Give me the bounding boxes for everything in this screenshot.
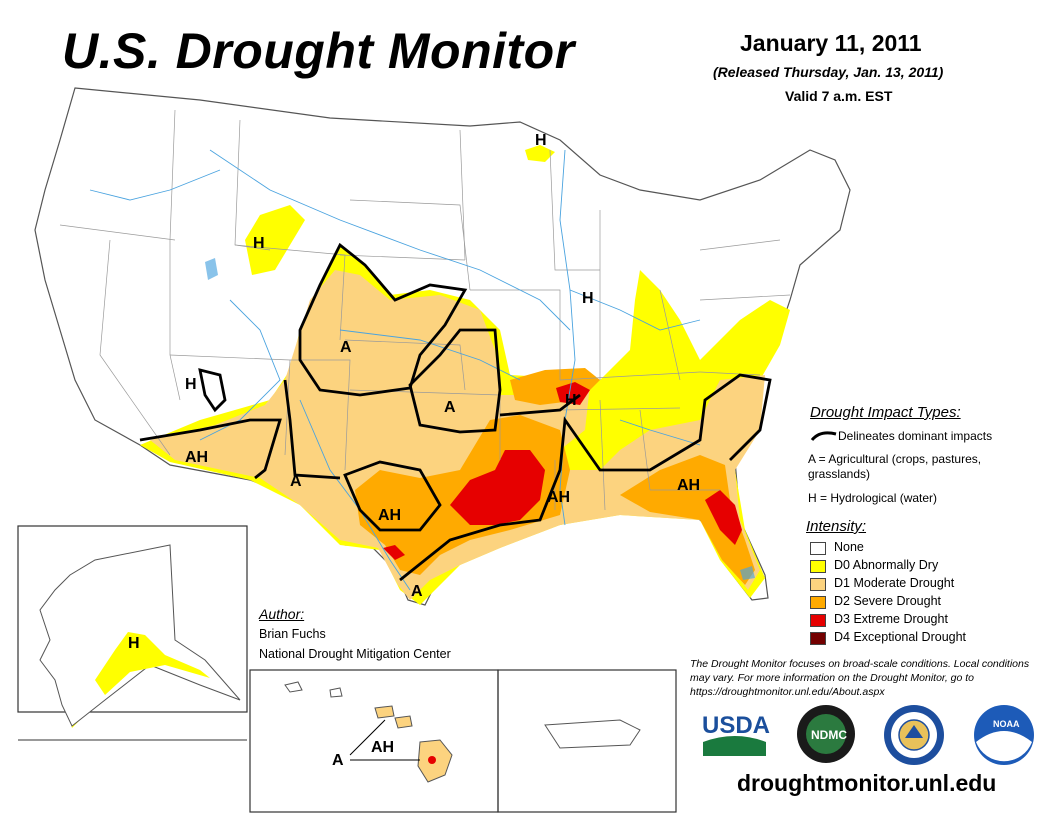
alaska-drought-area <box>95 632 210 695</box>
impact-line-icon <box>810 431 837 442</box>
swatch-d4 <box>810 632 826 645</box>
swatch-d3 <box>810 614 826 627</box>
swatch-d2 <box>810 596 826 609</box>
label-arkansas: H <box>565 392 577 409</box>
label-hawaii-ah: AH <box>371 739 394 756</box>
usda-logo: USDA <box>702 712 770 756</box>
d3-texas-louisiana-area <box>450 450 545 525</box>
impact-line-label: Delineates dominant impacts <box>838 429 993 443</box>
lakes <box>205 258 755 580</box>
author-title: Author: <box>259 606 305 622</box>
label-hawaii-a: A <box>332 752 344 769</box>
swatch-d0 <box>810 560 826 573</box>
ndmc-logo-text: NDMC <box>811 728 847 742</box>
label-kansas: A <box>444 399 456 416</box>
legend-none: None <box>834 540 864 554</box>
intensity-title: Intensity: <box>806 518 867 535</box>
d3-arkansas-area <box>556 382 590 405</box>
map-labels: H H A A H AH A H AH AH AH A H A AH H <box>128 132 700 769</box>
valid-time: Valid 7 a.m. EST <box>785 88 893 104</box>
label-colorado: A <box>340 339 352 356</box>
label-texas: AH <box>378 507 401 524</box>
impact-lines <box>139 242 772 582</box>
label-illinois: H <box>582 290 594 307</box>
alaska-inset-frame <box>17 525 248 713</box>
label-alaska: H <box>128 635 140 652</box>
d0-michigan-area <box>525 145 555 162</box>
legend-d3: D3 Extreme Drought <box>834 612 948 626</box>
legend-d0: D0 Abnormally Dry <box>834 558 939 572</box>
impact-hydrological: H = Hydrological (water) <box>808 491 938 505</box>
label-south-texas: A <box>411 583 423 600</box>
hawaii-islands <box>284 681 453 783</box>
legend-d4: D4 Exceptional Drought <box>834 630 967 644</box>
legend-d1: D1 Moderate Drought <box>834 576 955 590</box>
d3-florida-area <box>705 490 742 545</box>
d1-southwest-area <box>150 270 765 600</box>
author-organization: National Drought Mitigation Center <box>259 647 451 661</box>
d2-southeast-area <box>620 455 755 585</box>
d3-south-texas-area <box>383 545 405 560</box>
noaa-logo: NOAA <box>974 705 1034 765</box>
author-name: Brian Fuchs <box>259 627 326 641</box>
map-date: January 11, 2011 <box>740 30 922 56</box>
label-wyoming: H <box>253 235 265 252</box>
disclaimer-note: The Drought Monitor focuses on broad-sca… <box>690 658 1030 698</box>
swatch-none <box>810 542 826 555</box>
puerto-rico-inset-frame <box>497 669 677 813</box>
label-new-mexico: A <box>290 473 302 490</box>
ndmc-logo: NDMC <box>797 705 855 763</box>
label-louisiana: AH <box>547 489 570 506</box>
puerto-rico-outline <box>544 719 641 749</box>
commerce-seal-logo <box>884 705 944 765</box>
release-date: (Released Thursday, Jan. 13, 2011) <box>713 64 944 80</box>
noaa-logo-text: NOAA <box>993 719 1020 729</box>
page-title: U.S. Drought Monitor <box>62 23 575 79</box>
impact-agricultural: A = Agricultural (crops, pastures, grass… <box>808 452 982 481</box>
hawaii-pointer-1 <box>349 719 386 756</box>
website-link[interactable]: droughtmonitor.unl.edu <box>737 770 997 796</box>
rivers <box>89 149 701 591</box>
impact-types-title: Drought Impact Types: <box>810 404 961 421</box>
label-michigan-up: H <box>535 132 547 149</box>
usda-logo-text: USDA <box>702 712 770 739</box>
state-boundaries <box>59 109 791 511</box>
label-utah: H <box>185 376 197 393</box>
legend-d2: D2 Severe Drought <box>834 594 942 608</box>
drought-areas <box>70 145 790 728</box>
d0-wyoming-area <box>245 205 305 275</box>
swatch-d1 <box>810 578 826 591</box>
label-arizona: AH <box>185 449 208 466</box>
label-georgia: AH <box>677 477 700 494</box>
